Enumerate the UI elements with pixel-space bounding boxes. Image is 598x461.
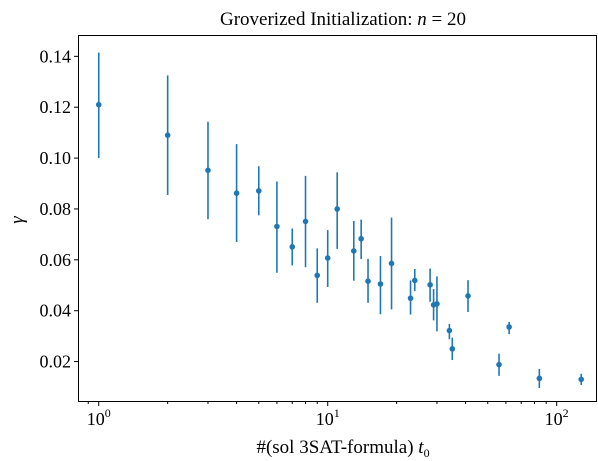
data-point	[233, 190, 240, 196]
y-tick-label: 0.12	[40, 97, 72, 117]
data-layer	[95, 52, 585, 389]
data-point	[506, 324, 512, 330]
data-point	[465, 293, 471, 299]
data-point	[496, 361, 502, 368]
data-point	[95, 101, 102, 108]
data-point	[536, 375, 543, 382]
data-point	[314, 272, 321, 279]
data-point	[427, 281, 433, 288]
plot-frame	[78, 35, 597, 402]
y-tick-label: 0.02	[40, 352, 72, 372]
data-point	[377, 281, 384, 287]
data-point	[164, 132, 171, 138]
data-point	[350, 248, 357, 254]
y-tick-label: 0.06	[40, 250, 72, 270]
data-point	[446, 327, 453, 334]
data-point	[255, 188, 262, 194]
data-point	[324, 255, 331, 261]
x-tick-label: 102	[545, 406, 569, 429]
y-tick-label: 0.14	[40, 46, 72, 66]
data-point	[358, 235, 364, 242]
data-point	[411, 277, 418, 284]
y-tick-label: 0.04	[40, 301, 72, 321]
data-point	[302, 218, 309, 225]
data-point	[449, 346, 456, 352]
x-tick-label: 101	[316, 406, 340, 429]
data-point	[205, 167, 211, 174]
data-point	[407, 295, 414, 302]
data-point	[289, 244, 296, 250]
data-point	[434, 301, 440, 307]
x-axis-label: #(sol 3SAT-formula) t0	[256, 437, 429, 460]
x-tick-label: 100	[87, 406, 111, 429]
data-point	[365, 278, 371, 284]
data-point	[334, 206, 340, 212]
y-axis-label: γ	[7, 216, 28, 224]
y-tick-label: 0.10	[40, 148, 72, 168]
y-tick-label: 0.08	[40, 199, 72, 219]
data-point	[388, 260, 395, 267]
axis-ticks: 0.02 0.04 0.06 0.08 0.10 0.12 0.14 100 101 102	[40, 46, 569, 429]
chart-title: Groverized Initialization: n = 20	[220, 9, 466, 30]
data-point	[578, 376, 585, 383]
data-point	[274, 223, 280, 230]
